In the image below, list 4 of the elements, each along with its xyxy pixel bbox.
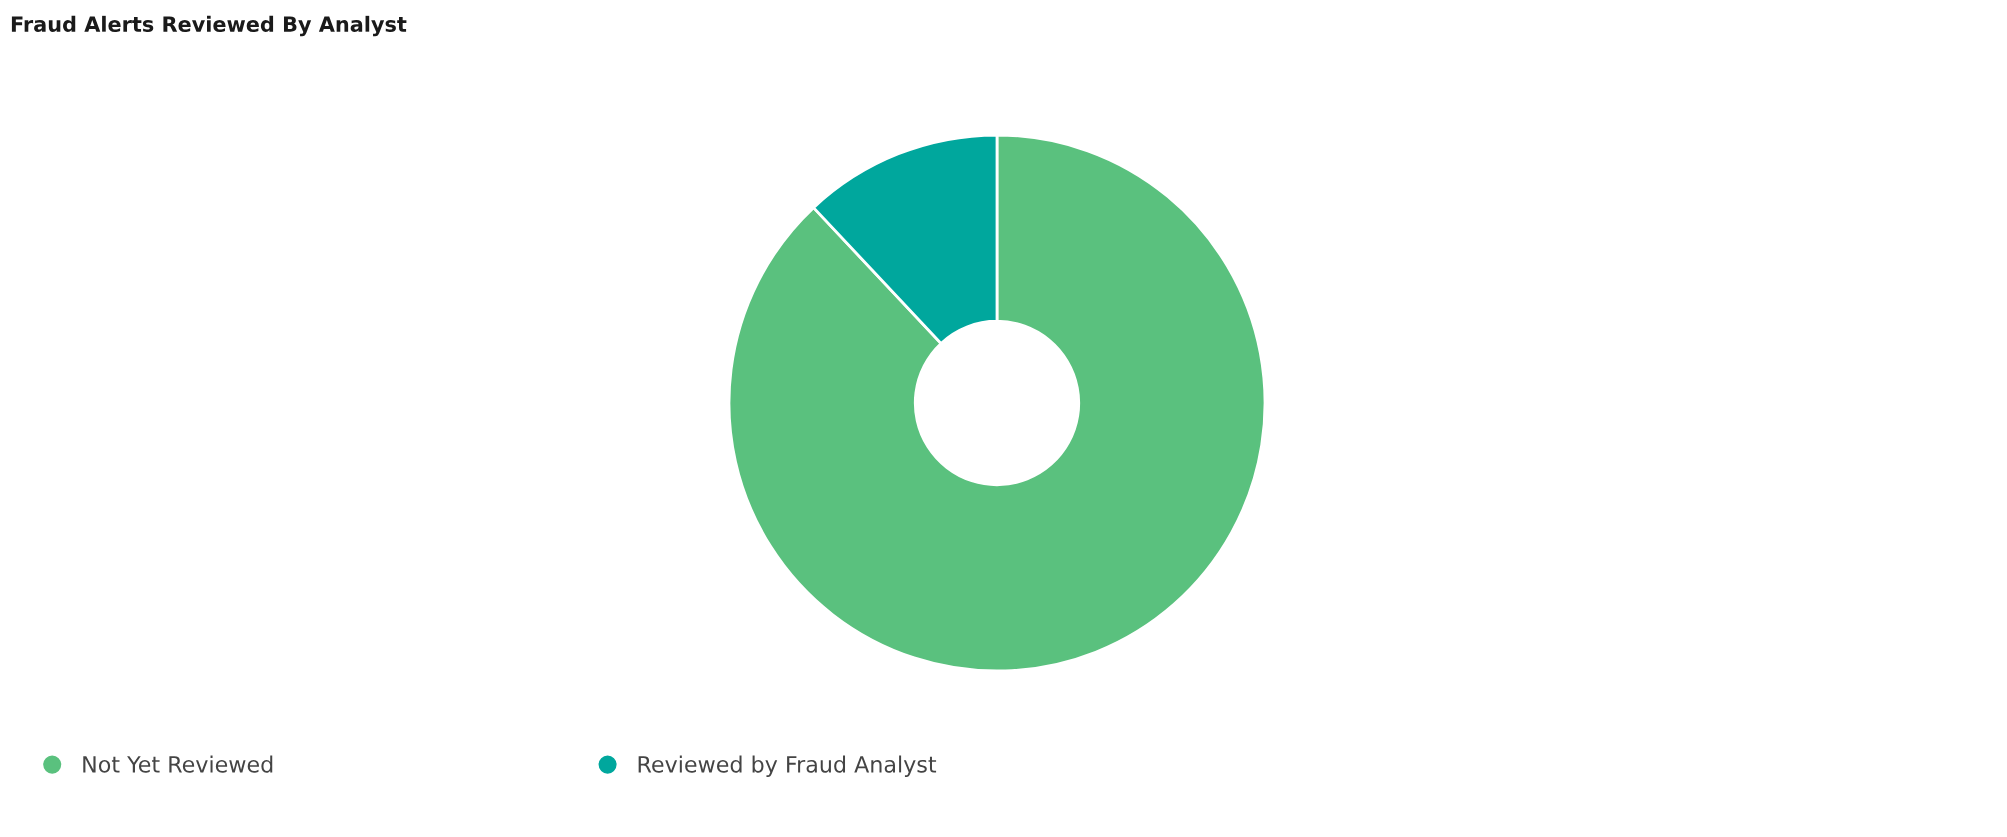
chart-title: Fraud Alerts Reviewed By Analyst (11, 15, 407, 37)
donut-slice (727, 133, 1267, 673)
legend-label: Reviewed by Fraud Analyst (638, 755, 937, 777)
legend-label: Not Yet Reviewed (83, 755, 273, 773)
